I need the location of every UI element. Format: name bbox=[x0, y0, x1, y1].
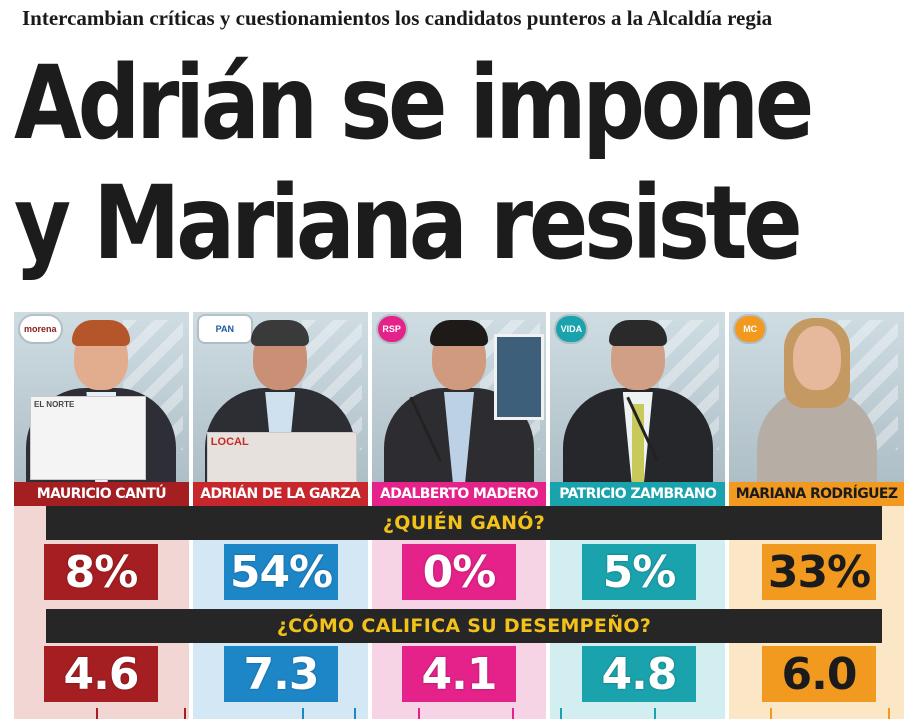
rating-adalberto-madero: 4.1 bbox=[402, 646, 516, 702]
hair bbox=[72, 320, 131, 346]
rating-mariana-rodriguez: 6.0 bbox=[762, 646, 876, 702]
hair bbox=[251, 320, 310, 346]
photo-patricio-zambrano: VIDA bbox=[550, 312, 726, 484]
party-logo-text: PAN bbox=[215, 324, 234, 334]
rating-adrian-de-la-garza: 7.3 bbox=[224, 646, 338, 702]
hair bbox=[608, 320, 667, 346]
photo-adalberto-madero: RSP bbox=[371, 312, 547, 484]
name-tag-mariana-rodriguez: MARIANA RODRÍGUEZ bbox=[729, 482, 904, 506]
headline: Adrián se impone y Mariana resiste bbox=[14, 44, 814, 284]
bracket-line-adalberto-madero bbox=[418, 708, 514, 719]
rsp-logo: RSP bbox=[377, 316, 406, 342]
won-pct-patricio-zambrano: 5% bbox=[582, 544, 696, 600]
movimiento-ciudadano-logo: MC bbox=[735, 316, 766, 342]
candidate-name-row: MAURICIO CANTÚ ADRIÁN DE LA GARZA ADALBE… bbox=[14, 482, 904, 506]
name-tag-mauricio-cantu: MAURICIO CANTÚ bbox=[14, 482, 189, 506]
headline-line-1: Adrián se impone bbox=[14, 44, 814, 163]
question-band-who-won: ¿QUIÉN GANÓ? bbox=[46, 506, 882, 540]
bracket-line-mauricio-cantu bbox=[96, 708, 186, 719]
photo-mauricio-cantu: EL NORTE morena bbox=[14, 312, 189, 484]
face bbox=[792, 326, 841, 390]
party-logo-text: morena bbox=[24, 324, 57, 334]
bracket-line-adrian-de-la-garza bbox=[302, 708, 356, 719]
bracket-line-mariana-rodriguez bbox=[770, 708, 890, 719]
newspaper-masthead: EL NORTE bbox=[34, 400, 75, 409]
kicker: Intercambian críticas y cuestionamientos… bbox=[22, 6, 773, 30]
name-tag-patricio-zambrano: PATRICIO ZAMBRANO bbox=[550, 482, 726, 506]
won-pct-adalberto-madero: 0% bbox=[402, 544, 516, 600]
newspaper: EL NORTE bbox=[30, 396, 146, 480]
rating-patricio-zambrano: 4.8 bbox=[582, 646, 696, 702]
won-pct-mariana-rodriguez: 33% bbox=[762, 544, 876, 600]
newspaper: LOCAL bbox=[206, 432, 357, 484]
candidate-photos: EL NORTE morena LOCAL PAN RSP bbox=[14, 312, 904, 484]
pan-pri-prd-logo: PAN bbox=[198, 316, 251, 342]
photo-mariana-rodriguez: MC bbox=[729, 312, 904, 484]
party-logo-text: MC bbox=[743, 324, 758, 334]
party-logo-text: RSP bbox=[382, 324, 401, 334]
question-band-rating: ¿CÓMO CALIFICA SU DESEMPEÑO? bbox=[46, 609, 882, 643]
photo-adrian-de-la-garza: LOCAL PAN bbox=[192, 312, 368, 484]
rating-mauricio-cantu: 4.6 bbox=[44, 646, 158, 702]
morena-pt-logo: morena bbox=[20, 316, 61, 342]
name-tag-adalberto-madero: ADALBERTO MADERO bbox=[371, 482, 547, 506]
hair bbox=[429, 320, 488, 346]
party-logo-text: VIDA bbox=[560, 324, 583, 334]
bracket-line-patricio-zambrano bbox=[560, 708, 656, 719]
newspaper-masthead: LOCAL bbox=[210, 436, 249, 448]
vida-logo: VIDA bbox=[556, 316, 587, 342]
name-tag-adrian-de-la-garza: ADRIÁN DE LA GARZA bbox=[192, 482, 368, 506]
won-pct-adrian-de-la-garza: 54% bbox=[224, 544, 338, 600]
won-pct-mauricio-cantu: 8% bbox=[44, 544, 158, 600]
headline-line-2: y Mariana resiste bbox=[14, 164, 803, 283]
held-photo bbox=[493, 334, 544, 420]
